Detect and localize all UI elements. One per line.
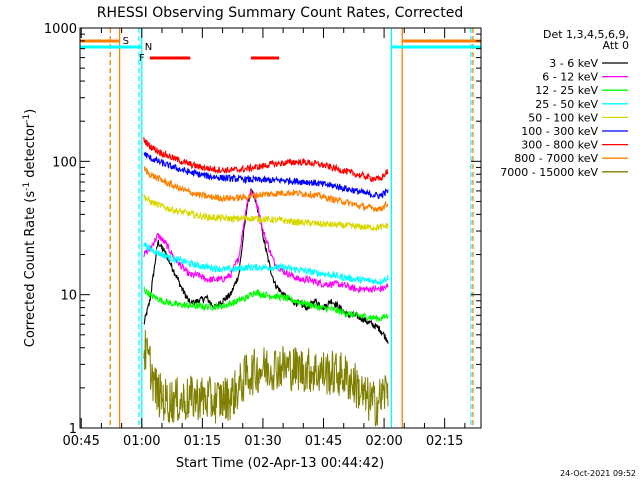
x-tick-label: 02:00 (365, 434, 402, 449)
legend-entry-label: 300 - 800 keV (521, 139, 598, 152)
legend-entry-label: 800 - 7000 keV (514, 152, 598, 165)
series-line (143, 188, 389, 344)
series-group (143, 136, 389, 427)
y-tick-label: 100 (52, 155, 77, 170)
y-axis: 1 10 100 1000 (44, 22, 481, 437)
x-tick-label: 02:15 (426, 434, 463, 449)
flag-vertical-lines (109, 28, 474, 428)
flag-bar-label: S (123, 36, 129, 47)
x-tick-label: 01:00 (123, 434, 160, 449)
legend-entry-label: 50 - 100 keV (528, 111, 598, 124)
x-tick-label: 01:45 (305, 434, 342, 449)
y-axis-label: Corrected Count Rate (s-1 detector-1) (22, 109, 38, 347)
y-axis-label-part: Corrected Count Rate (s (23, 191, 38, 348)
x-tick-label: 01:30 (244, 434, 281, 449)
series-line (143, 242, 389, 287)
legend-entry-label: 25 - 50 keV (535, 98, 598, 111)
legend-entry-label: 6 - 12 keV (542, 71, 598, 84)
series-line (143, 151, 389, 199)
legend-entry-label: 100 - 300 keV (521, 125, 598, 138)
series-line (143, 286, 389, 322)
legend-header: Det 1,3,4,5,6,9, (543, 28, 629, 41)
series-line (143, 193, 389, 232)
x-axis: 00:45 01:00 01:15 01:30 01:45 02:00 02:15 (62, 28, 466, 449)
y-tick-label: 10 (60, 289, 77, 304)
x-tick-label: 00:45 (62, 434, 99, 449)
x-tick-label: 01:15 (184, 434, 221, 449)
flag-bar-label: F (139, 53, 145, 64)
plot-frame (79, 27, 482, 429)
y-axis-label-part: ) (23, 109, 38, 114)
series-line (143, 136, 389, 183)
y-axis-label-sup: -1 (22, 182, 32, 191)
y-axis-label-part: detector (23, 122, 38, 182)
legend-header: Att 0 (603, 39, 629, 52)
flag-bar-label: N (145, 42, 152, 53)
legend-entry-label: 7000 - 15000 keV (500, 166, 598, 179)
legend-entry-label: 12 - 25 keV (535, 84, 598, 97)
y-tick-label: 1000 (44, 22, 77, 37)
series-line (143, 188, 389, 294)
y-axis-label-sup: -1 (22, 114, 32, 123)
y-tick-label: 1 (69, 422, 77, 437)
chart-title: RHESSI Observing Summary Count Rates, Co… (97, 5, 463, 21)
series-line (143, 165, 389, 212)
legend-entry-label: 3 - 6 keV (549, 57, 598, 70)
series-line (143, 329, 389, 427)
timestamp: 24-Oct-2021 09:52 (560, 469, 636, 478)
x-axis-label: Start Time (02-Apr-13 00:44:42) (176, 456, 384, 471)
flag-bars: S NF (80, 36, 481, 64)
